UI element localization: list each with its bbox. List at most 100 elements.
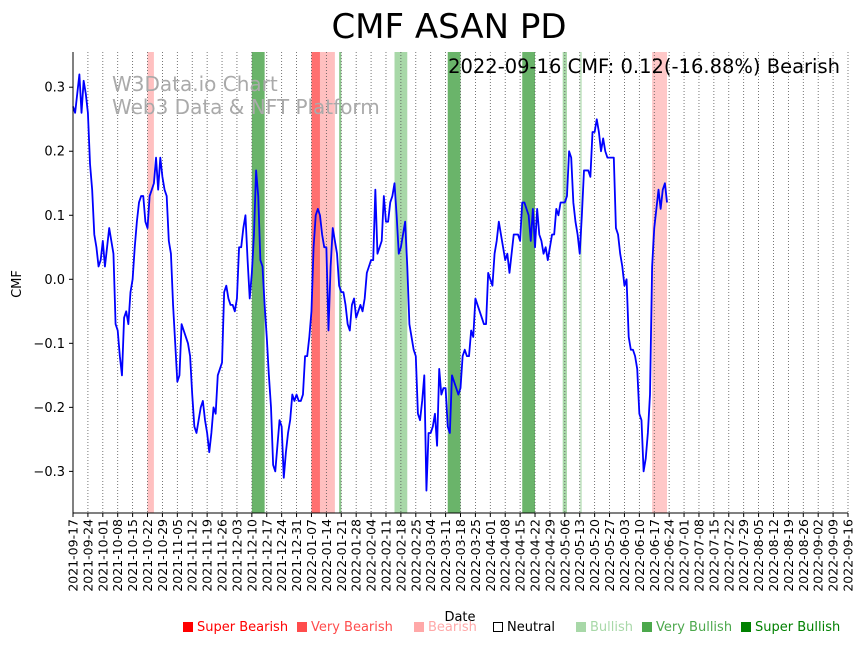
x-tick-label: 2022-08-26 — [796, 519, 811, 592]
legend-swatch — [183, 622, 193, 632]
x-tick-label: 2021-11-26 — [215, 519, 230, 592]
cmf-series — [72, 73, 668, 492]
x-tick-label: 2022-04-22 — [528, 519, 543, 592]
y-ticks: −0.3 −0.2 −0.1 0.0 0.1 0.2 0.3 — [33, 81, 73, 480]
x-tick-label: 2022-01-28 — [349, 519, 364, 592]
y-tick-label: −0.3 — [33, 465, 65, 480]
x-tick-label: 2021-11-19 — [200, 519, 215, 592]
y-tick-label: 0.2 — [44, 145, 65, 160]
legend-swatch — [493, 622, 503, 632]
x-tick-label: 2022-03-18 — [453, 519, 468, 592]
x-tick-label: 2021-12-17 — [259, 519, 274, 592]
x-tick-label: 2021-12-24 — [274, 519, 289, 592]
x-tick-label: 2022-02-25 — [408, 519, 423, 592]
legend-item-super-bearish: Super Bearish — [183, 620, 288, 635]
x-tick-label: 2022-02-04 — [364, 519, 379, 592]
x-tick-label: 2021-09-24 — [80, 519, 95, 592]
legend-label: Bearish — [428, 620, 477, 635]
x-tick-label: 2021-10-01 — [95, 519, 110, 592]
legend-label: Neutral — [507, 620, 555, 635]
y-tick-label: −0.1 — [33, 337, 65, 352]
region-very-bullish — [251, 52, 265, 513]
x-tick-label: 2022-01-14 — [319, 519, 334, 592]
region-bullish — [562, 52, 567, 513]
y-tick-label: 0.0 — [44, 273, 65, 288]
legend-item-neutral: Neutral — [493, 620, 555, 635]
x-tick-label: 2022-03-11 — [438, 519, 453, 592]
legend: Super Bearish Very Bearish Bearish Neutr… — [183, 620, 853, 640]
legend-label: Super Bearish — [197, 620, 289, 635]
region-bearish — [652, 52, 668, 513]
watermark-line-1: W3Data.io Chart — [112, 72, 278, 96]
y-tick-label: −0.2 — [33, 401, 65, 416]
y-tick-label: 0.3 — [44, 81, 65, 96]
x-tick-label: 2021-11-12 — [185, 519, 200, 592]
legend-label: Bullish — [590, 620, 634, 635]
x-tick-label: 2022-03-04 — [423, 519, 438, 592]
y-tick-label: 0.1 — [44, 209, 65, 224]
x-tick-label: 2021-10-22 — [140, 519, 155, 592]
y-axis-label: CMF — [10, 270, 25, 298]
legend-item-bullish: Bullish — [576, 620, 633, 635]
region-very-bullish — [447, 52, 461, 513]
cmf-line — [72, 73, 668, 492]
x-ticks: 2021-09-17 2021-09-24 2021-10-01 2021-10-08… — [66, 513, 856, 592]
x-tick-label: 2022-09-16 — [841, 519, 856, 592]
legend-item-super-bullish: Super Bullish — [741, 620, 840, 635]
x-tick-label: 2022-08-12 — [766, 519, 781, 592]
legend-swatch — [741, 622, 751, 632]
x-tick-label: 2022-04-01 — [483, 519, 498, 592]
x-tick-label: 2022-02-11 — [378, 519, 393, 592]
chart-title: CMF ASAN PD — [331, 7, 566, 47]
x-tick-label: 2022-04-08 — [498, 519, 513, 592]
x-tick-label: 2022-05-13 — [572, 519, 587, 592]
legend-swatch — [642, 622, 652, 632]
x-tick-label: 2021-10-15 — [125, 519, 140, 592]
watermark-line-2: Web3 Data & NFT Platform — [112, 95, 380, 119]
legend-label: Very Bullish — [656, 620, 733, 635]
x-tick-label: 2022-05-20 — [587, 519, 602, 592]
x-tick-label: 2022-04-29 — [542, 519, 557, 592]
x-tick-label: 2022-04-15 — [513, 519, 528, 592]
region-very-bearish — [311, 52, 320, 513]
region-very-bullish — [522, 52, 536, 513]
x-tick-label: 2022-02-18 — [393, 519, 408, 592]
x-tick-label: 2022-09-09 — [826, 519, 841, 592]
x-tick-label: 2022-08-19 — [781, 519, 796, 592]
x-tick-label: 2022-07-08 — [691, 519, 706, 592]
x-tick-label: 2022-08-05 — [751, 519, 766, 592]
x-tick-label: 2022-06-17 — [647, 519, 662, 592]
region-bullish — [339, 52, 342, 513]
x-tick-label: 2021-10-29 — [155, 519, 170, 592]
legend-label: Super Bullish — [755, 620, 841, 635]
x-axis-label: Date — [444, 610, 475, 625]
legend-item-very-bullish: Very Bullish — [642, 620, 732, 635]
region-bullish — [394, 52, 408, 513]
x-tick-label: 2022-01-21 — [334, 519, 349, 592]
legend-swatch — [414, 622, 424, 632]
x-tick-label: 2021-09-17 — [66, 519, 81, 592]
region-bearish — [147, 52, 154, 513]
x-tick-label: 2021-10-08 — [110, 519, 125, 592]
legend-swatch — [576, 622, 586, 632]
x-tick-label: 2022-05-27 — [602, 519, 617, 592]
x-tick-label: 2021-11-05 — [170, 519, 185, 592]
x-tick-label: 2022-05-06 — [557, 519, 572, 592]
x-tick-label: 2022-06-10 — [632, 519, 647, 592]
x-tick-label: 2022-09-02 — [811, 519, 826, 592]
sentiment-regions — [147, 52, 668, 513]
legend-swatch — [297, 622, 307, 632]
legend-item-bearish: Bearish — [414, 620, 477, 635]
x-tick-label: 2021-12-03 — [229, 519, 244, 592]
legend-item-very-bearish: Very Bearish — [297, 620, 393, 635]
x-tick-label: 2022-06-24 — [662, 519, 677, 592]
x-tick-label: 2021-12-10 — [244, 519, 259, 592]
x-tick-label: 2022-07-01 — [677, 519, 692, 592]
chart-annotation: 2022-09-16 CMF: 0.12(-16.88%) Bearish — [448, 55, 840, 78]
x-tick-label: 2022-07-15 — [706, 519, 721, 592]
legend-label: Very Bearish — [311, 620, 393, 635]
x-tick-label: 2022-06-03 — [617, 519, 632, 592]
x-tick-label: 2022-03-25 — [468, 519, 483, 592]
watermark: W3Data.io Chart Web3 Data & NFT Platform — [112, 72, 380, 119]
